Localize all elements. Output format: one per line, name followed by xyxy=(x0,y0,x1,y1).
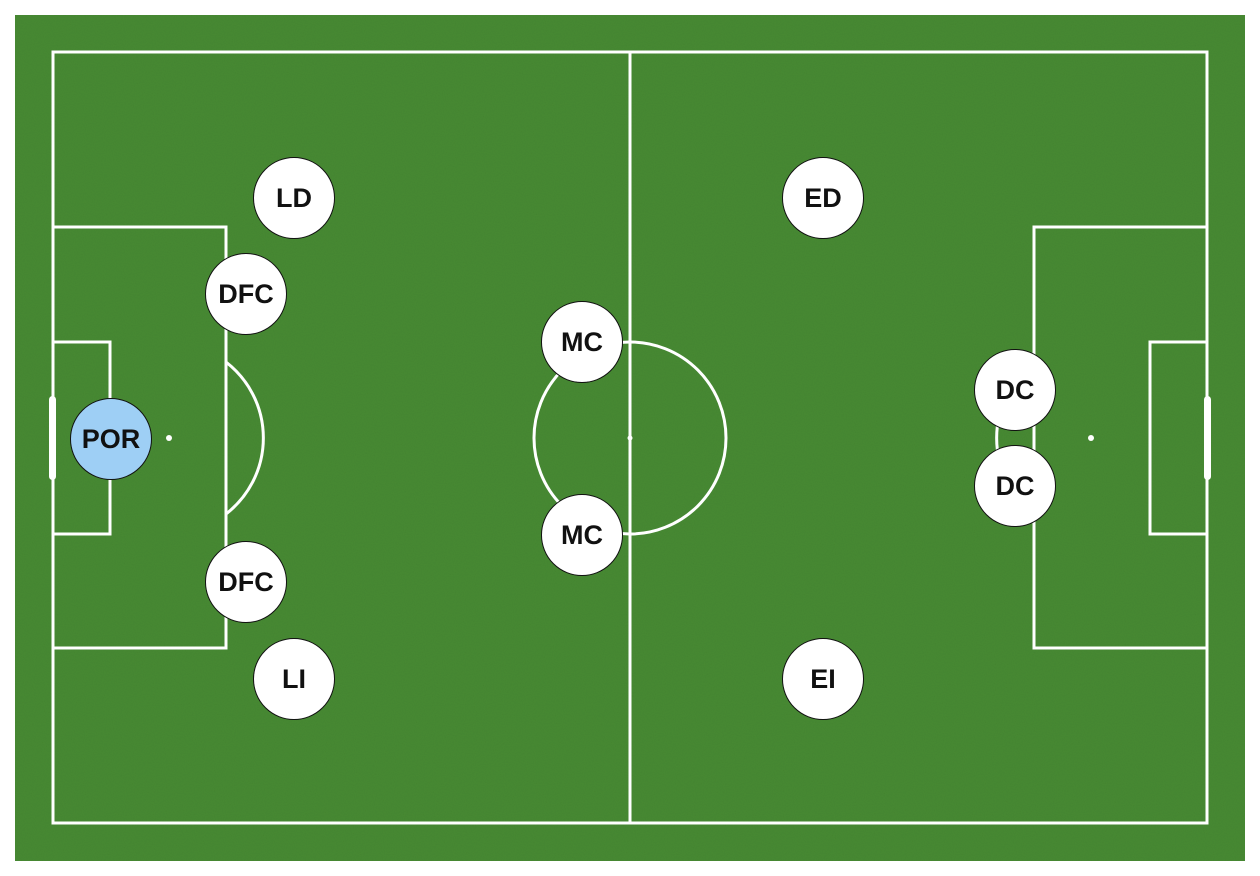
right-goal xyxy=(1204,396,1211,480)
player-label: DC xyxy=(995,470,1035,501)
player-label: LD xyxy=(276,182,312,213)
player-marker-rb[interactable]: LD xyxy=(253,157,335,239)
player-marker-cm-bottom[interactable]: MC xyxy=(541,494,623,576)
player-marker-st-bottom[interactable]: DC xyxy=(974,445,1056,527)
player-label: DFC xyxy=(218,566,274,597)
player-label: DFC xyxy=(218,278,274,309)
left-penalty-arc xyxy=(225,360,265,516)
center-spot xyxy=(627,435,633,441)
player-label: LI xyxy=(282,663,306,694)
left-goal xyxy=(49,396,56,480)
player-label: MC xyxy=(561,519,603,550)
player-marker-st-top[interactable]: DC xyxy=(974,349,1056,431)
pitch-spots xyxy=(49,396,1211,480)
left-penalty-spot xyxy=(166,435,172,441)
player-marker-lb[interactable]: LI xyxy=(253,638,335,720)
player-marker-cb-top[interactable]: DFC xyxy=(205,253,287,335)
center-circle xyxy=(532,340,728,536)
player-label: ED xyxy=(804,182,842,213)
player-marker-gk[interactable]: POR xyxy=(70,398,152,480)
player-marker-lw[interactable]: EI xyxy=(782,638,864,720)
player-marker-rw[interactable]: ED xyxy=(782,157,864,239)
player-label: DC xyxy=(995,374,1035,405)
right-penalty-spot xyxy=(1088,435,1094,441)
player-marker-cm-top[interactable]: MC xyxy=(541,301,623,383)
player-marker-cb-bottom[interactable]: DFC xyxy=(205,541,287,623)
player-label: MC xyxy=(561,326,603,357)
player-label: POR xyxy=(81,423,141,454)
player-label: EI xyxy=(810,663,836,694)
